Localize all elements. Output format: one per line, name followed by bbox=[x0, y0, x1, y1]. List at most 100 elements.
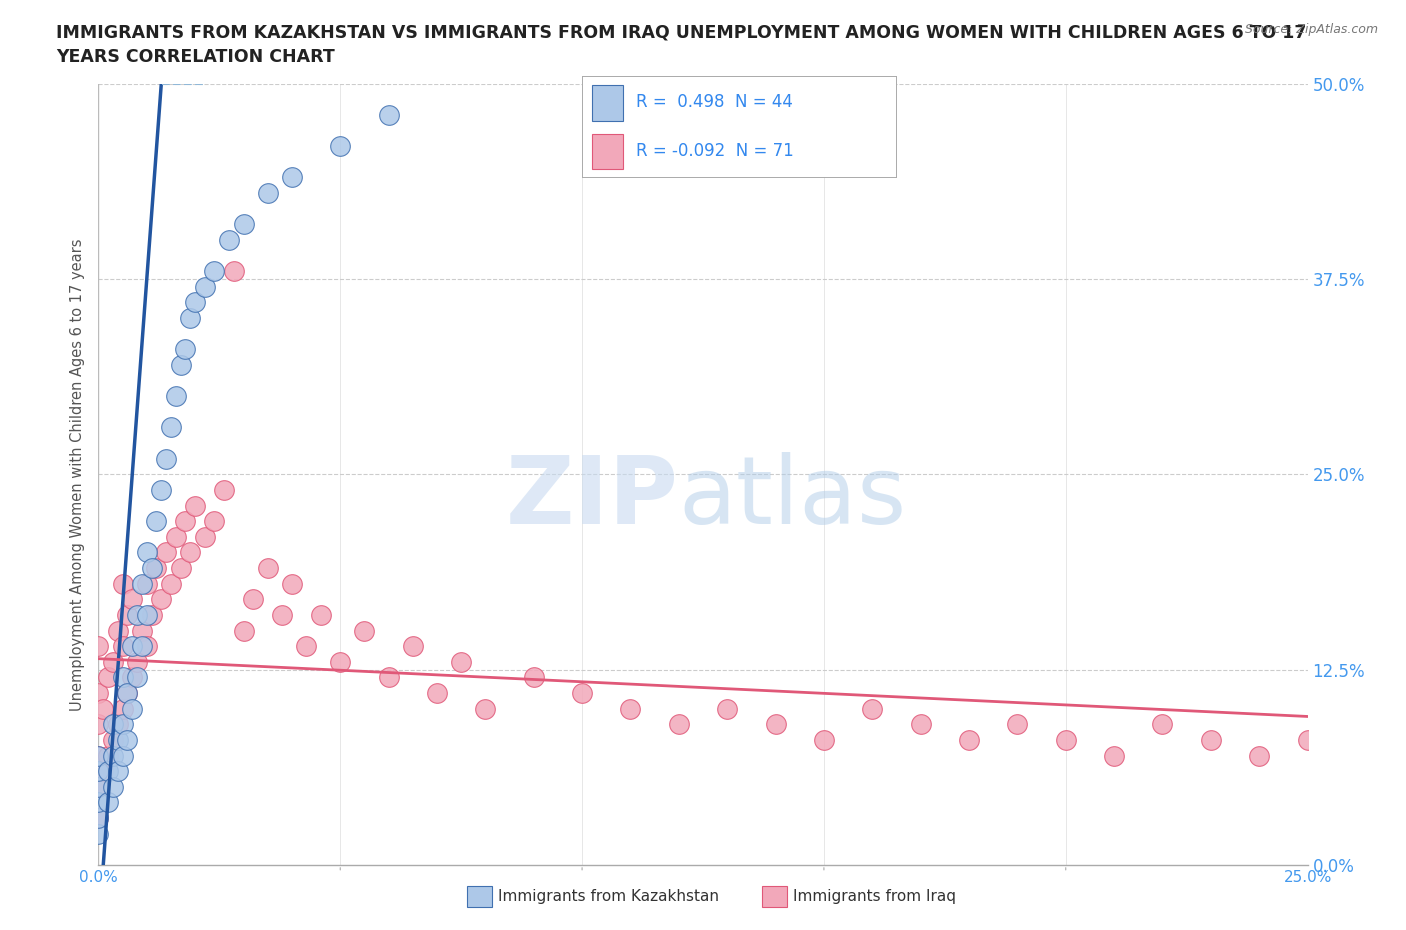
Point bbox=[353, 623, 375, 638]
Point bbox=[135, 607, 157, 622]
Point bbox=[1296, 733, 1319, 748]
Point bbox=[450, 655, 472, 670]
Point bbox=[256, 186, 278, 201]
Text: Immigrants from Kazakhstan: Immigrants from Kazakhstan bbox=[498, 889, 718, 904]
Point bbox=[127, 670, 149, 684]
Point bbox=[121, 591, 143, 606]
Point bbox=[523, 670, 546, 684]
Point bbox=[716, 701, 738, 716]
Point bbox=[165, 389, 187, 404]
Point bbox=[160, 577, 183, 591]
Point bbox=[222, 264, 245, 279]
Point bbox=[174, 513, 197, 528]
Point bbox=[131, 577, 153, 591]
Text: atlas: atlas bbox=[679, 452, 907, 544]
Point bbox=[141, 561, 163, 576]
Point bbox=[111, 670, 134, 684]
Point bbox=[165, 529, 187, 544]
Point bbox=[97, 670, 120, 684]
Point bbox=[256, 561, 278, 576]
Point bbox=[179, 545, 201, 560]
Point bbox=[813, 733, 835, 748]
Point bbox=[87, 779, 110, 794]
Point bbox=[87, 795, 110, 810]
Point bbox=[232, 217, 254, 232]
Point bbox=[111, 717, 134, 732]
Point bbox=[1152, 717, 1174, 732]
Point bbox=[91, 764, 114, 778]
Text: IMMIGRANTS FROM KAZAKHSTAN VS IMMIGRANTS FROM IRAQ UNEMPLOYMENT AMONG WOMEN WITH: IMMIGRANTS FROM KAZAKHSTAN VS IMMIGRANTS… bbox=[56, 23, 1306, 41]
Point bbox=[1054, 733, 1077, 748]
Point bbox=[135, 639, 157, 654]
Point bbox=[860, 701, 883, 716]
Point bbox=[218, 232, 240, 247]
Point bbox=[150, 483, 173, 498]
Point bbox=[426, 685, 449, 700]
Point bbox=[281, 577, 304, 591]
Point bbox=[127, 655, 149, 670]
Text: Immigrants from Iraq: Immigrants from Iraq bbox=[793, 889, 956, 904]
Point bbox=[121, 670, 143, 684]
Point bbox=[107, 764, 129, 778]
Point bbox=[107, 717, 129, 732]
Point bbox=[87, 779, 110, 794]
Point bbox=[212, 483, 235, 498]
Point bbox=[87, 717, 110, 732]
Point bbox=[169, 357, 191, 372]
Point bbox=[131, 639, 153, 654]
Y-axis label: Unemployment Among Women with Children Ages 6 to 17 years: Unemployment Among Women with Children A… bbox=[70, 238, 86, 711]
Point bbox=[329, 139, 352, 153]
Point bbox=[377, 108, 399, 123]
Point bbox=[117, 685, 139, 700]
Point bbox=[111, 639, 134, 654]
Point bbox=[179, 311, 201, 325]
Point bbox=[111, 701, 134, 716]
Point bbox=[111, 577, 134, 591]
Point bbox=[668, 717, 690, 732]
Point bbox=[155, 545, 177, 560]
Point bbox=[111, 748, 134, 763]
Point bbox=[141, 607, 163, 622]
Point bbox=[117, 733, 139, 748]
Point bbox=[1199, 733, 1222, 748]
Point bbox=[1102, 748, 1125, 763]
Point bbox=[87, 748, 110, 763]
Point bbox=[97, 764, 120, 778]
Point bbox=[184, 295, 207, 310]
Point bbox=[107, 623, 129, 638]
Point bbox=[1007, 717, 1029, 732]
Point bbox=[910, 717, 932, 732]
Point bbox=[474, 701, 496, 716]
Point bbox=[242, 591, 264, 606]
Point bbox=[145, 513, 167, 528]
Point bbox=[135, 577, 157, 591]
Point bbox=[281, 170, 304, 185]
Point bbox=[97, 748, 120, 763]
Point bbox=[957, 733, 980, 748]
Point bbox=[101, 717, 124, 732]
Point bbox=[101, 779, 124, 794]
Point bbox=[87, 639, 110, 654]
Point bbox=[160, 420, 183, 435]
Point bbox=[101, 655, 124, 670]
Point bbox=[204, 513, 226, 528]
Point bbox=[765, 717, 787, 732]
Point bbox=[271, 607, 294, 622]
Point bbox=[150, 591, 173, 606]
Point bbox=[87, 764, 110, 778]
Point bbox=[101, 748, 124, 763]
Point bbox=[101, 733, 124, 748]
Point bbox=[87, 826, 110, 841]
Point bbox=[121, 701, 143, 716]
Text: Source: ZipAtlas.com: Source: ZipAtlas.com bbox=[1244, 23, 1378, 36]
Point bbox=[87, 748, 110, 763]
Text: ZIP: ZIP bbox=[506, 452, 679, 544]
Point bbox=[117, 607, 139, 622]
Point bbox=[194, 279, 217, 294]
Point bbox=[309, 607, 332, 622]
Point bbox=[377, 670, 399, 684]
Point bbox=[619, 701, 641, 716]
Point bbox=[87, 685, 110, 700]
Point bbox=[184, 498, 207, 513]
Point bbox=[169, 561, 191, 576]
